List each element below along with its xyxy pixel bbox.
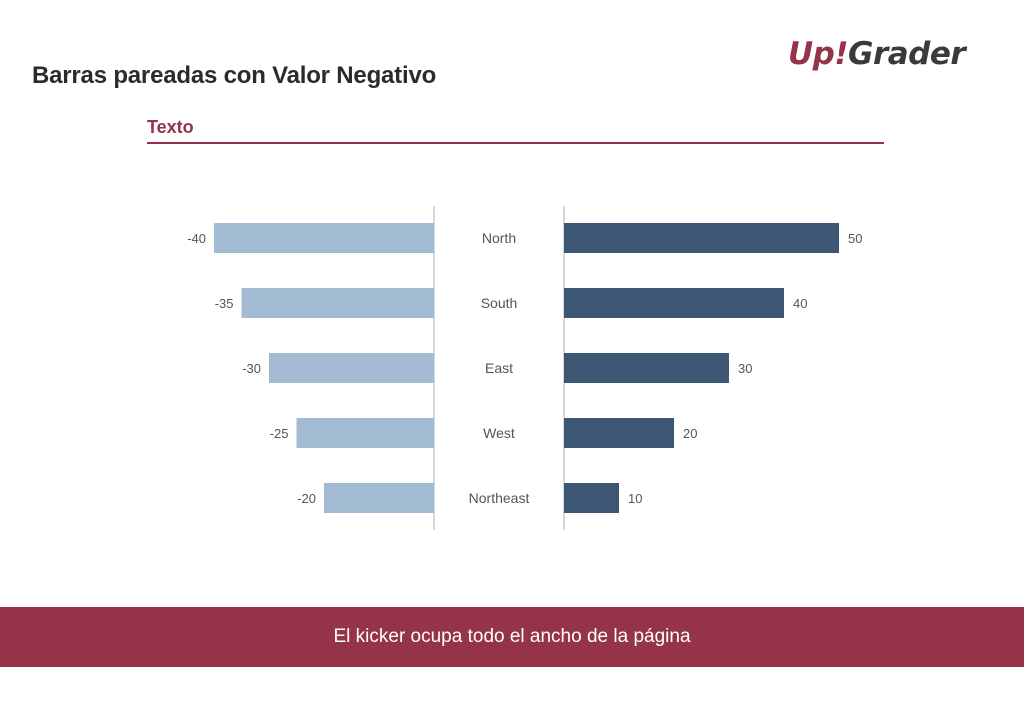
- category-label-north: North: [482, 230, 516, 246]
- negative-value-label-east: -30: [242, 361, 261, 376]
- positive-value-label-west: 20: [683, 426, 697, 441]
- kicker-band: El kicker ocupa todo el ancho de la pági…: [0, 607, 1024, 667]
- negative-bar-east: [269, 353, 434, 383]
- positive-value-label-north: 50: [848, 231, 862, 246]
- positive-value-label-northeast: 10: [628, 491, 642, 506]
- negative-value-label-north: -40: [187, 231, 206, 246]
- positive-value-label-east: 30: [738, 361, 752, 376]
- positive-bar-west: [564, 418, 674, 448]
- negative-bar-west: [296, 418, 434, 448]
- negative-value-label-west: -25: [270, 426, 289, 441]
- positive-bar-south: [564, 288, 784, 318]
- category-label-east: East: [485, 360, 513, 376]
- negative-value-label-northeast: -20: [297, 491, 316, 506]
- category-label-south: South: [481, 295, 518, 311]
- logo-part-grader: Grader: [848, 36, 966, 72]
- chart-subtitle: Texto: [147, 117, 194, 137]
- kicker-text: El kicker ocupa todo el ancho de la pági…: [333, 626, 691, 647]
- subtitle-divider: [147, 142, 884, 144]
- negative-bar-northeast: [324, 483, 434, 513]
- positive-value-label-south: 40: [793, 296, 807, 311]
- negative-bar-north: [214, 223, 434, 253]
- category-label-northeast: Northeast: [469, 490, 530, 506]
- page-title: Barras pareadas con Valor Negativo: [32, 62, 437, 89]
- negative-value-label-south: -35: [215, 296, 234, 311]
- logo-part-up: Up!: [788, 36, 849, 72]
- positive-bar-northeast: [564, 483, 619, 513]
- positive-bar-north: [564, 223, 839, 253]
- positive-bar-east: [564, 353, 729, 383]
- negative-bar-south: [241, 288, 434, 318]
- paired-bar-chart: -40 North 50 -35 South 40 -30 East 30 -25 West 20 -2…: [187, 206, 862, 530]
- category-label-west: West: [483, 425, 515, 441]
- upgrader-logo: Up!Grader: [788, 36, 966, 72]
